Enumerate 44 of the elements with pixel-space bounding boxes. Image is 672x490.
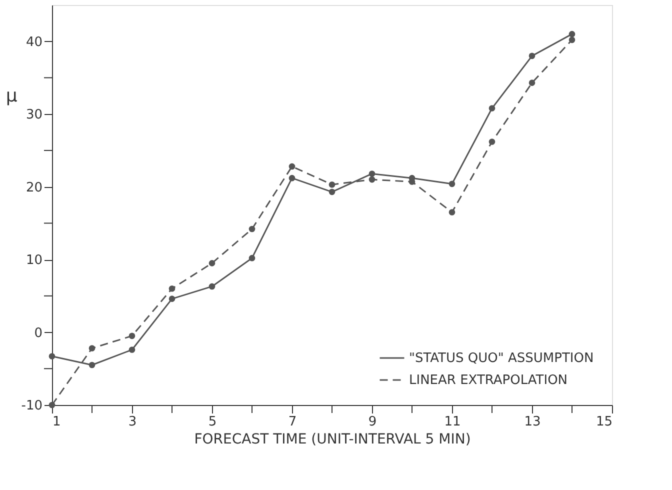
y-tick-label: 0 [34,326,42,341]
point [128,346,136,353]
point [288,163,296,170]
point [248,226,256,232]
point [568,36,576,44]
x-axis-title: FORECAST TIME (UNIT-INTERVAL 5 MIN) [194,432,471,448]
legend-label: "STATUS QUO" ASSUMPTION [409,351,594,366]
x-tick-label: 11 [444,414,461,430]
point [208,283,216,290]
point [88,345,96,352]
point [208,260,216,266]
x-tick-label: 13 [524,414,541,430]
point [488,138,496,145]
y-tick-label: 20 [26,180,42,196]
point [48,402,56,408]
x-tick-label: 5 [208,414,217,430]
x-tick-label: 7 [288,414,297,430]
point [368,170,376,177]
point [488,105,496,112]
point [448,209,456,216]
point [48,353,56,360]
point [168,285,176,292]
point [328,188,336,196]
point [448,180,456,188]
y-tick-label: 10 [26,253,42,268]
x-tick-label: 3 [128,414,137,430]
point [568,30,576,38]
y-tick-label: 30 [26,108,42,123]
point [248,254,256,262]
point [128,332,136,340]
point [168,296,176,302]
y-tick-label: 40 [26,34,42,50]
point [528,80,536,86]
point [368,176,376,183]
point [88,362,96,368]
y-tick-label: -10 [21,398,42,414]
x-tick-label: 9 [368,414,377,430]
point [328,181,336,188]
point [288,174,296,182]
x-tick-label: 15 [596,414,612,430]
x-tick-label: 1 [52,414,61,430]
point [528,52,536,60]
y-axis-title: μ [6,86,18,106]
legend-label: LINEAR EXTRAPOLATION [409,373,568,388]
